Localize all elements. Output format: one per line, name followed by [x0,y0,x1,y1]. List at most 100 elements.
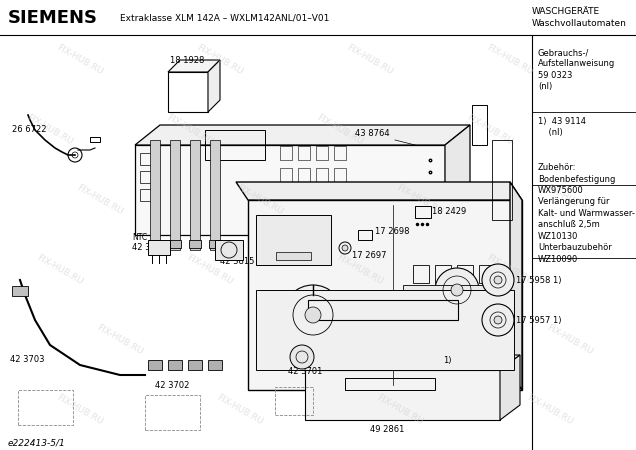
Bar [90,137,100,142]
Polygon shape [510,182,522,390]
Text: FIX-HUB.RU: FIX-HUB.RU [345,43,394,77]
Bar [188,360,202,370]
Bar [298,168,310,182]
Bar [492,140,512,220]
Bar [190,140,200,250]
Polygon shape [500,355,520,420]
Text: anschluß 2,5m: anschluß 2,5m [538,220,600,230]
Bar [150,140,160,250]
Text: FIX-HUB.RU: FIX-HUB.RU [216,393,265,427]
Text: (nl): (nl) [538,82,552,91]
Text: 42 3703: 42 3703 [10,356,45,364]
Text: FIX-HUB.RU: FIX-HUB.RU [546,323,595,357]
Text: FIX-HUB.RU: FIX-HUB.RU [466,113,515,147]
Text: FIX-HUB.RU: FIX-HUB.RU [485,43,535,77]
Text: Kalt- und Warmwasser-: Kalt- und Warmwasser- [538,209,635,218]
Bar [435,265,451,283]
Text: FIX-HUB.RU: FIX-HUB.RU [396,183,445,217]
Circle shape [305,307,321,323]
Bar [189,240,201,248]
Bar [170,140,180,250]
Text: 1)  43 9114: 1) 43 9114 [538,117,586,126]
Circle shape [435,268,479,312]
Text: 18 1928: 18 1928 [170,56,204,65]
Polygon shape [135,125,470,145]
Circle shape [283,285,343,345]
Polygon shape [208,60,220,112]
Text: FIX-HUB.RU: FIX-HUB.RU [55,393,104,427]
Bar [149,240,161,248]
Bar [168,72,208,112]
Text: WZ10130: WZ10130 [538,232,578,241]
Text: 42 3704: 42 3704 [132,243,167,252]
Circle shape [342,245,348,251]
Text: 17 5958 1): 17 5958 1) [516,275,562,284]
Bar [140,153,158,165]
Text: Zubehör:: Zubehör: [538,163,576,172]
Circle shape [451,284,463,296]
Polygon shape [236,182,522,200]
Bar [479,265,495,283]
Text: SIEMENS: SIEMENS [8,9,98,27]
Text: Aufstellanweisung: Aufstellanweisung [538,59,615,68]
Polygon shape [168,60,220,72]
Text: FIX-HUB.RU: FIX-HUB.RU [165,113,214,147]
Polygon shape [305,370,500,420]
Circle shape [482,304,514,336]
Text: Unterbauzubehör: Unterbauzubehör [538,243,612,252]
Bar [135,145,445,235]
Bar [308,300,458,320]
Bar [413,265,429,283]
Bar [210,140,220,250]
Text: FIX-HUB.RU: FIX-HUB.RU [525,393,574,427]
Bar [403,285,498,320]
Text: 42 3815: 42 3815 [220,257,254,266]
Bar [457,265,473,283]
Text: FIX-HUB.RU: FIX-HUB.RU [55,43,104,77]
Text: 18 2429: 18 2429 [432,207,466,216]
Text: Waschvollautomaten: Waschvollautomaten [532,19,627,28]
Bar [145,395,200,430]
Bar [276,252,311,260]
Bar [280,146,292,160]
Bar [209,240,221,248]
Bar [148,360,162,370]
Text: FIX-HUB.RU: FIX-HUB.RU [315,113,364,147]
Text: FIX-HUB.RU: FIX-HUB.RU [95,323,144,357]
Bar [205,130,265,160]
Bar [140,189,158,201]
Text: NTC: NTC [153,244,165,249]
Bar [316,168,328,182]
Bar [280,168,292,182]
Text: 42 3702: 42 3702 [155,382,190,391]
Bar [168,360,182,370]
Text: FIX-HUB.RU: FIX-HUB.RU [186,253,235,287]
Text: e222413-5/1: e222413-5/1 [8,438,66,447]
Bar [169,240,181,248]
Text: Verlängerung für: Verlängerung für [538,198,609,207]
Text: 1): 1) [443,356,452,364]
Text: FIX-HUB.RU: FIX-HUB.RU [36,253,85,287]
Polygon shape [445,125,470,235]
Bar [345,378,435,390]
Text: 17 2698: 17 2698 [375,228,410,237]
Bar [18,390,73,425]
Circle shape [482,264,514,296]
Bar [256,215,331,265]
Bar [148,240,170,255]
Text: FIX-HUB.RU: FIX-HUB.RU [195,43,245,77]
Polygon shape [305,355,520,370]
Text: FIX-HUB.RU: FIX-HUB.RU [256,323,305,357]
Bar [358,230,372,240]
Bar [334,168,346,182]
Text: FIX-HUB.RU: FIX-HUB.RU [485,253,535,287]
Bar [256,290,514,370]
Bar [334,146,346,160]
Bar [275,387,313,415]
Text: 42 3701: 42 3701 [288,368,322,377]
Bar [298,146,310,160]
Text: FIX-HUB.RU: FIX-HUB.RU [546,183,595,217]
Bar [415,206,431,218]
Bar [12,286,28,296]
Circle shape [494,316,502,324]
